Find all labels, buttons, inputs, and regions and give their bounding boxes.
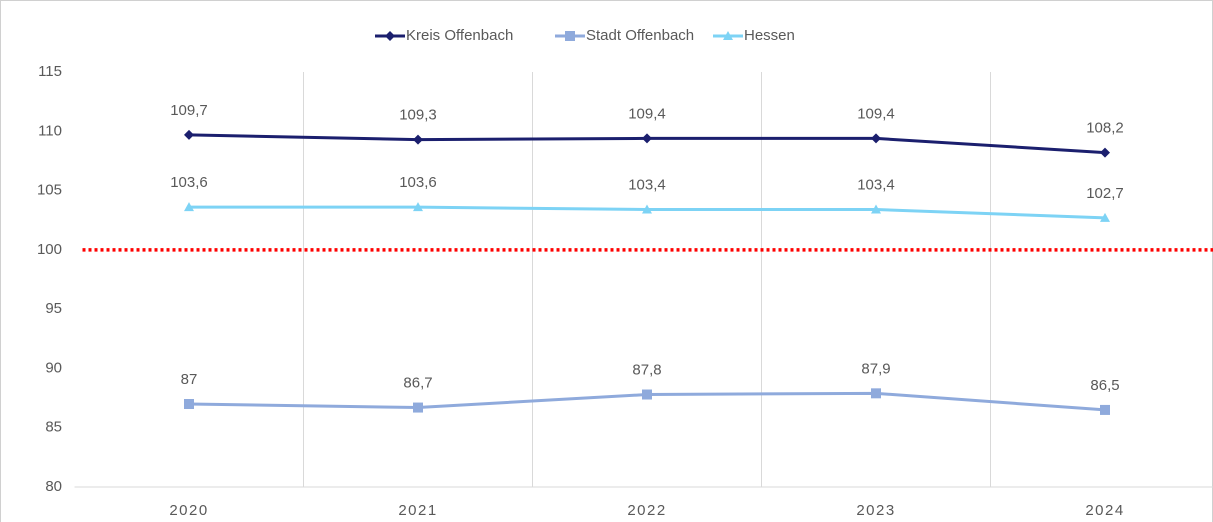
legend-marker	[385, 31, 395, 41]
point	[871, 388, 881, 399]
point	[871, 204, 881, 214]
point	[642, 204, 652, 214]
x-tick-label: 2021	[398, 502, 437, 519]
data-label: 103,4	[857, 177, 895, 194]
legend-marker	[565, 31, 575, 41]
y-tick-label: 95	[45, 300, 62, 317]
y-tick-label: 115	[38, 63, 62, 80]
data-label: 103,6	[399, 174, 437, 191]
y-tick-label: 110	[38, 122, 62, 139]
data-label: 87	[181, 371, 198, 388]
point	[413, 402, 423, 413]
data-label: 87,9	[861, 360, 890, 377]
data-label: 109,7	[170, 102, 208, 119]
legend-label: Hessen	[744, 27, 795, 44]
point	[1100, 404, 1110, 415]
x-tick-label: 2023	[856, 502, 895, 519]
legend-label: Stadt Offenbach	[586, 27, 694, 44]
point	[1100, 212, 1110, 222]
y-tick-label: 90	[45, 359, 62, 376]
legend-label: Kreis Offenbach	[406, 27, 513, 44]
y-tick-label: 80	[45, 478, 62, 495]
data-label: 108,2	[1086, 120, 1124, 137]
data-label: 86,7	[403, 375, 432, 392]
point	[184, 129, 194, 140]
data-label: 102,7	[1086, 185, 1124, 202]
data-label: 109,3	[399, 107, 437, 124]
point	[413, 202, 423, 212]
x-tick-label: 2020	[169, 502, 208, 519]
point	[642, 389, 652, 400]
data-label: 103,6	[170, 174, 208, 191]
x-tick-label: 2024	[1085, 502, 1124, 519]
point	[871, 133, 881, 144]
data-label: 109,4	[857, 105, 895, 122]
y-tick-label: 105	[37, 182, 62, 199]
data-label: 103,4	[628, 177, 666, 194]
point	[1100, 147, 1110, 158]
x-tick-label: 2022	[627, 502, 666, 519]
point	[184, 202, 194, 212]
data-label: 87,8	[632, 361, 661, 378]
data-label: 86,5	[1090, 377, 1119, 394]
legend-marker	[723, 31, 733, 40]
point	[413, 134, 423, 145]
y-tick-label: 85	[45, 419, 62, 436]
point	[184, 399, 194, 409]
data-label: 109,4	[628, 105, 666, 122]
y-tick-label: 100	[37, 241, 62, 258]
point	[642, 133, 652, 144]
